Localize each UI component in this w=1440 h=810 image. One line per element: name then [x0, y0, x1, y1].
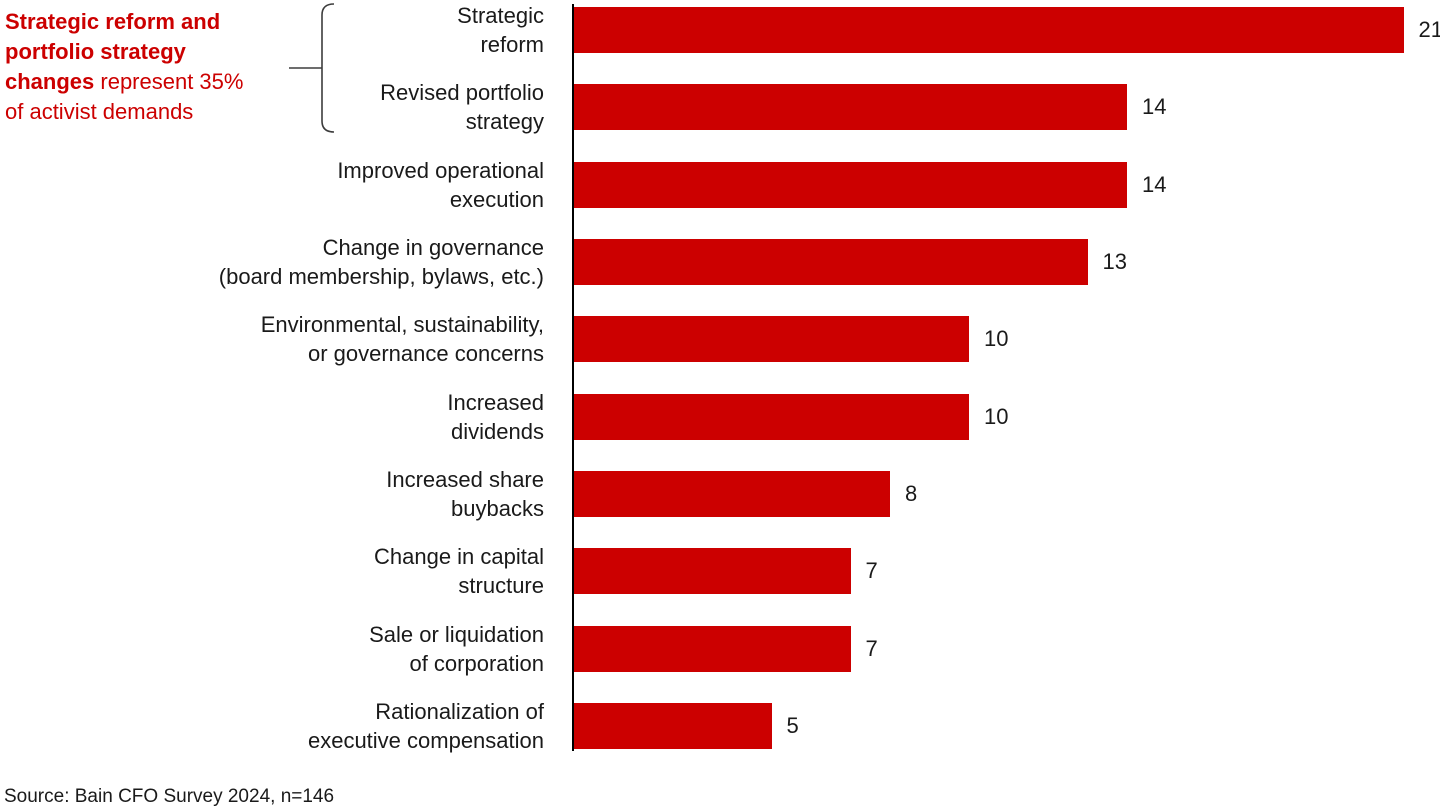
bar-row: Environmental, sustainability, or governa… — [0, 312, 1440, 366]
category-label-line: reform — [480, 32, 544, 57]
value-label: 14 — [1142, 171, 1167, 197]
value-label: 5 — [786, 713, 799, 739]
bar-row: Increased share buybacks 8 — [0, 467, 1440, 521]
category-label-line: structure — [458, 573, 544, 599]
annotation-bold-text: Strategic reform and portfolio strategy … — [5, 9, 221, 94]
category-label: Increased dividends — [0, 390, 544, 444]
category-label-line: buybacks — [451, 496, 544, 522]
category-label-line: Increased share — [386, 467, 544, 493]
bar-row: Strategic reform 21 — [0, 3, 1440, 57]
value-label: 13 — [1102, 249, 1127, 275]
category-label-lines: Improved operational execution — [337, 156, 544, 214]
source-note: Source: Bain CFO Survey 2024, n=146 — [4, 786, 335, 807]
category-label: Change in governance (board membership, b… — [0, 235, 544, 289]
category-label-line: execution — [449, 186, 544, 212]
bar — [574, 239, 1088, 286]
category-label: Change in capital structure — [0, 544, 544, 598]
category-label-line: Change in capital — [373, 544, 544, 570]
category-label-line: executive compensation — [307, 728, 544, 754]
bar — [574, 84, 1127, 131]
category-label: Revised portfolio strategy — [0, 80, 544, 134]
category-label-line: Increased — [447, 389, 544, 415]
category-label-line: dividends — [451, 418, 544, 444]
bar — [574, 393, 969, 440]
category-label-lines: Environmental, sustainability, or governa… — [261, 310, 544, 368]
category-label-line: Improved operational — [337, 157, 544, 183]
category-label-line: Environmental, sustainability, — [260, 312, 544, 338]
category-label-lines: Change in capital structure — [374, 542, 544, 600]
category-label-line: Revised portfolio — [380, 80, 544, 106]
bar-row: Change in capital structure 7 — [0, 544, 1440, 598]
category-label-line: Change in governance — [322, 235, 544, 261]
category-label-line: Strategic — [457, 3, 544, 28]
value-label: 8 — [905, 481, 918, 507]
category-label-lines: Revised portfolio strategy — [380, 78, 544, 136]
category-label-lines: Rationalization of executive compensation — [308, 697, 544, 755]
category-label-line: or governance concerns — [307, 341, 544, 367]
category-label-line: Sale or liquidation — [369, 621, 544, 647]
bar — [574, 548, 851, 595]
annotation-regular-text: represent 35% of activist demands — [5, 69, 244, 124]
category-label-lines: Sale or liquidation of corporation — [369, 620, 544, 678]
bracket-connector — [289, 3, 335, 133]
bar-row: Improved operational execution 14 — [0, 158, 1440, 212]
bar-row: Rationalization of executive compensation… — [0, 699, 1440, 753]
category-label-line: strategy — [465, 109, 544, 135]
bracket-icon — [321, 3, 335, 133]
category-label-lines: Increased dividends — [447, 388, 544, 446]
callout-annotation: Strategic reform and portfolio strategy … — [5, 7, 257, 127]
category-label-lines: Change in governance (board membership, b… — [219, 233, 544, 291]
category-label-lines: Strategic reform — [457, 1, 544, 59]
bar — [574, 316, 969, 363]
value-label: 21 — [1418, 17, 1440, 42]
category-label: Strategic reform — [0, 3, 544, 57]
category-label: Rationalization of executive compensation — [0, 699, 544, 753]
bar — [574, 471, 890, 518]
bar-row: Sale or liquidation of corporation 7 — [0, 622, 1440, 676]
category-label-line: Rationalization of — [375, 699, 544, 725]
bar — [574, 161, 1127, 208]
category-label: Sale or liquidation of corporation — [0, 622, 544, 676]
value-label: 7 — [865, 558, 878, 584]
value-label: 14 — [1142, 94, 1167, 120]
bar-row: Change in governance (board membership, b… — [0, 235, 1440, 289]
bar — [574, 7, 1404, 53]
bar — [574, 703, 772, 750]
bar — [574, 625, 851, 672]
value-label: 10 — [984, 326, 1009, 352]
value-label: 7 — [865, 635, 878, 661]
category-label-line: of corporation — [409, 650, 544, 676]
y-axis-line — [572, 4, 574, 751]
category-label-line: (board membership, bylaws, etc.) — [218, 264, 544, 290]
category-label: Increased share buybacks — [0, 467, 544, 521]
value-label: 10 — [984, 403, 1009, 429]
bar-row: Increased dividends 10 — [0, 390, 1440, 444]
category-label: Improved operational execution — [0, 158, 544, 212]
category-label: Environmental, sustainability, or governa… — [0, 312, 544, 366]
bar-row: Revised portfolio strategy 14 — [0, 80, 1440, 134]
category-label-lines: Increased share buybacks — [386, 465, 544, 523]
